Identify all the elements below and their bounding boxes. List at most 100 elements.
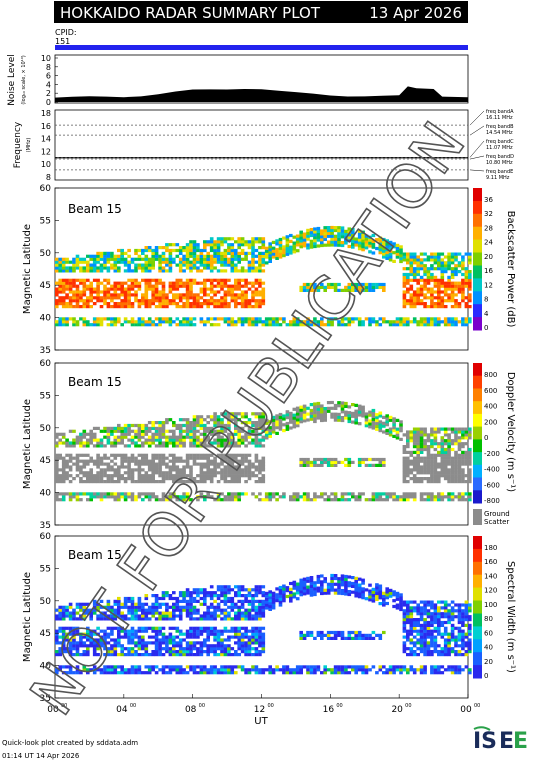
range-cell	[182, 668, 186, 672]
range-cell	[61, 302, 66, 306]
range-cell	[103, 317, 107, 321]
range-cell	[75, 671, 80, 675]
range-cell	[271, 323, 276, 327]
range-cell	[364, 671, 369, 675]
range-cell	[209, 614, 214, 618]
range-cell	[141, 638, 145, 642]
range-cell	[196, 650, 200, 654]
range-cell	[189, 426, 193, 430]
range-cell	[437, 284, 441, 288]
range-cell	[58, 320, 62, 324]
range-cell	[151, 296, 155, 300]
range-cell	[189, 653, 193, 657]
range-cell	[247, 287, 252, 291]
range-cell	[275, 239, 279, 243]
range-cell	[196, 254, 200, 258]
range-cell	[244, 629, 248, 633]
range-cell	[368, 598, 372, 602]
range-cell	[340, 636, 345, 640]
range-cell	[344, 285, 348, 289]
range-cell	[230, 596, 235, 601]
range-cell	[72, 281, 76, 285]
range-cell	[189, 468, 193, 472]
range-cell	[72, 477, 76, 481]
range-cell	[206, 492, 210, 496]
range-cell	[402, 612, 407, 616]
range-cell	[61, 617, 66, 621]
range-cell	[440, 462, 445, 466]
range-cell	[161, 495, 166, 499]
range-cell	[199, 462, 204, 466]
range-cell	[75, 456, 80, 460]
range-cell	[240, 474, 245, 478]
range-cell	[96, 605, 100, 609]
range-cell	[154, 498, 159, 502]
range-cell	[75, 263, 80, 267]
range-cell	[216, 644, 221, 648]
range-cell	[333, 412, 338, 416]
range-cell	[254, 299, 259, 303]
range-cell	[92, 323, 97, 327]
power-colorbar-segment	[473, 200, 482, 215]
range-cell	[185, 647, 190, 651]
range-cell	[251, 594, 255, 598]
range-cell	[141, 653, 145, 657]
range-cell	[254, 429, 259, 433]
range-cell	[141, 293, 145, 297]
range-cell	[333, 668, 338, 672]
range-cell	[220, 435, 224, 439]
range-cell	[412, 462, 417, 466]
range-cell	[216, 269, 221, 273]
range-cell	[113, 287, 118, 291]
range-cell	[117, 629, 121, 633]
range-cell	[151, 251, 155, 255]
range-cell	[223, 254, 228, 258]
range-cell	[402, 299, 407, 303]
range-cell	[113, 290, 118, 294]
range-cell	[216, 647, 221, 651]
range-cell	[127, 668, 131, 672]
range-cell	[209, 480, 214, 484]
range-cell	[82, 269, 87, 273]
range-cell	[275, 248, 279, 252]
range-cell	[216, 251, 221, 255]
range-cell	[178, 426, 183, 430]
range-cell	[158, 260, 162, 264]
range-cell	[409, 471, 414, 475]
range-cell	[385, 428, 389, 433]
range-cell	[192, 281, 197, 285]
range-cell	[175, 284, 180, 288]
range-cell	[172, 611, 176, 615]
range-cell	[230, 284, 235, 288]
range-cell	[443, 433, 448, 437]
range-cell	[103, 278, 107, 282]
range-cell	[402, 456, 407, 460]
range-cell	[192, 299, 197, 303]
range-cell	[65, 608, 69, 612]
range-cell	[330, 323, 334, 327]
range-cell	[61, 632, 66, 636]
range-cell	[326, 401, 331, 405]
range-cell	[144, 596, 149, 601]
range-cell	[127, 287, 131, 291]
range-cell	[423, 284, 427, 288]
range-cell	[443, 468, 448, 472]
range-cell	[240, 299, 245, 303]
range-cell	[86, 638, 90, 642]
range-cell	[206, 429, 210, 433]
range-cell	[220, 632, 224, 636]
range-cell	[75, 668, 80, 672]
range-cell	[437, 323, 441, 327]
range-cell	[271, 415, 276, 419]
noise-ytick: 6	[46, 72, 51, 81]
range-cell	[130, 599, 135, 603]
range-cell	[361, 285, 365, 289]
range-cell	[295, 495, 300, 499]
range-cell	[75, 474, 80, 478]
range-cell	[378, 420, 383, 424]
range-cell	[161, 254, 166, 258]
range-cell	[137, 471, 142, 475]
range-cell	[75, 302, 80, 306]
range-cell	[302, 580, 307, 584]
